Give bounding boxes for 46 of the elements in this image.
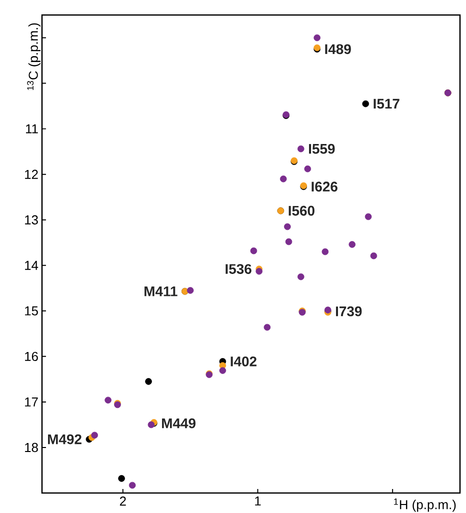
point <box>362 100 369 108</box>
point <box>91 432 98 439</box>
point <box>370 252 378 260</box>
annotation: I517 <box>374 98 400 109</box>
point <box>145 378 152 385</box>
y-tick-label: 16 <box>25 352 38 362</box>
point <box>298 273 304 280</box>
point <box>348 241 356 248</box>
point <box>322 248 329 256</box>
annotation: M411 <box>144 286 178 296</box>
annotation: I489 <box>325 44 351 54</box>
point <box>128 482 136 489</box>
annotation: I560 <box>288 206 314 216</box>
point <box>118 475 125 482</box>
point <box>148 421 155 428</box>
point <box>364 213 372 220</box>
y-tick-label: 15 <box>25 306 38 316</box>
annotation: M492 <box>48 434 82 444</box>
point <box>256 268 262 275</box>
annotation: I739 <box>336 306 362 316</box>
annotation: I559 <box>309 144 335 154</box>
point <box>285 238 292 246</box>
annotation: I626 <box>312 182 338 192</box>
annotation: I402 <box>230 356 256 366</box>
point <box>280 176 287 182</box>
y-tick-label: 11 <box>26 124 38 134</box>
point <box>250 247 258 254</box>
y-axis-title: $^{13}$C (p.p.m.) <box>27 23 40 90</box>
point <box>304 165 312 172</box>
point <box>219 367 226 374</box>
annotation: I536 <box>226 264 252 274</box>
point <box>104 396 112 404</box>
point <box>264 324 271 331</box>
y-tick-label: 12 <box>25 170 38 179</box>
point <box>284 223 291 230</box>
y-tick-label: 14 <box>25 260 38 270</box>
y-tick-label: 13 <box>25 215 38 224</box>
point <box>314 34 320 42</box>
x-axis-title: $^{1}$H (p.p.m.) <box>394 498 456 512</box>
x-tick-label: 1 <box>255 496 261 506</box>
y-tick-label: 18 <box>25 442 38 452</box>
point <box>298 145 304 152</box>
annotation: M449 <box>162 418 196 428</box>
y-tick-label: 17 <box>25 398 38 406</box>
x-tick-label: 2 <box>120 496 126 506</box>
point <box>186 287 194 294</box>
